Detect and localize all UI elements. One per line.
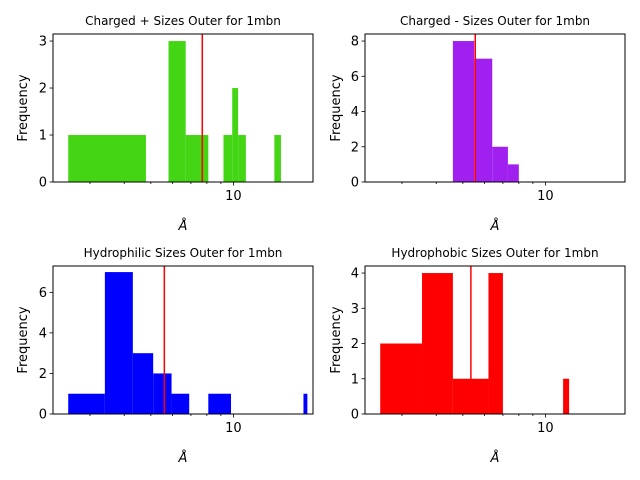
histogram-bar xyxy=(274,135,281,182)
y-axis-label: Frequency xyxy=(16,306,31,373)
axes-frame xyxy=(364,265,626,415)
x-axis-label: Å xyxy=(490,218,500,234)
histogram-bar xyxy=(68,393,105,414)
bars xyxy=(68,272,308,414)
histogram-bar xyxy=(185,135,209,182)
y-ticks: 0 1 2 3 4 xyxy=(351,267,365,423)
x-tick-label: 10 xyxy=(225,189,242,204)
y-tick-label: 4 xyxy=(351,105,359,120)
y-tick-label: 1 xyxy=(351,372,359,387)
chart-title: Hydrophilic Sizes Outer for 1mbn xyxy=(84,246,283,260)
y-tick-label: 0 xyxy=(39,176,47,191)
chart-title: Charged + Sizes Outer for 1mbn xyxy=(85,14,281,28)
axes-frame xyxy=(52,265,314,415)
x-tick-label: 10 xyxy=(225,421,242,436)
x-ticks: 10 xyxy=(225,182,242,204)
histogram-bar xyxy=(171,393,190,414)
chart-title: Charged - Sizes Outer for 1mbn xyxy=(400,14,590,28)
histogram-bar xyxy=(153,373,172,414)
histogram-bar xyxy=(168,41,186,182)
y-tick-label: 2 xyxy=(351,140,359,155)
subplot-hydrophilic: Hydrophilic Sizes Outer for 1mbn 0 2 4 6 10… xyxy=(16,246,314,466)
histogram-bar xyxy=(232,88,239,182)
histogram-bar xyxy=(474,58,493,182)
histogram-bar xyxy=(238,135,246,182)
y-tick-label: 8 xyxy=(351,35,359,50)
histogram-bar xyxy=(488,273,503,414)
x-tick-label: 10 xyxy=(537,421,554,436)
x-axis-label: Å xyxy=(490,450,500,466)
y-tick-label: 6 xyxy=(39,286,47,301)
histogram-bar xyxy=(422,273,453,414)
histogram-bar xyxy=(303,393,308,414)
histogram-bar xyxy=(68,135,146,182)
axes-frame xyxy=(364,33,626,183)
x-tick-label: 10 xyxy=(537,189,554,204)
subplot-charged-positive: Charged + Sizes Outer for 1mbn 0 1 2 3 10 Å… xyxy=(16,14,314,234)
x-ticks: 10 xyxy=(537,414,554,436)
chart-title: Hydrophobic Sizes Outer for 1mbn xyxy=(391,246,598,260)
y-tick-label: 3 xyxy=(351,302,359,317)
bars xyxy=(68,41,281,182)
histogram-bar xyxy=(452,41,475,182)
y-tick-label: 0 xyxy=(351,408,359,423)
y-tick-label: 2 xyxy=(39,82,47,97)
y-tick-label: 2 xyxy=(351,337,359,352)
histogram-bar xyxy=(223,135,233,182)
axes-frame xyxy=(52,33,314,183)
y-axis-label: Frequency xyxy=(329,74,344,141)
bars xyxy=(452,41,519,182)
x-ticks: 10 xyxy=(225,414,242,436)
y-tick-label: 2 xyxy=(39,367,47,382)
y-tick-label: 6 xyxy=(351,70,359,85)
x-axis-label: Å xyxy=(178,218,188,234)
subplot-hydrophobic: Hydrophobic Sizes Outer for 1mbn 0 1 2 3 4 1… xyxy=(329,246,626,466)
y-tick-label: 0 xyxy=(39,408,47,423)
bars xyxy=(380,273,570,414)
histogram-bar xyxy=(208,393,232,414)
y-tick-label: 1 xyxy=(39,129,47,144)
histogram-bar xyxy=(492,146,508,182)
y-tick-label: 0 xyxy=(351,176,359,191)
y-axis-label: Frequency xyxy=(16,74,31,141)
y-tick-label: 4 xyxy=(351,267,359,282)
y-ticks: 0 1 2 3 xyxy=(39,35,53,191)
histogram-bar xyxy=(563,378,570,414)
histogram-bar xyxy=(104,272,133,414)
y-ticks: 0 2 4 6 8 xyxy=(351,35,365,191)
histogram-bar xyxy=(380,343,423,414)
histogram-bar xyxy=(507,164,519,182)
y-tick-label: 4 xyxy=(39,326,47,341)
x-ticks: 10 xyxy=(537,182,554,204)
histogram-bar xyxy=(132,353,154,414)
y-tick-label: 3 xyxy=(39,35,47,50)
x-axis-label: Å xyxy=(178,450,188,466)
y-axis-label: Frequency xyxy=(329,306,344,373)
y-ticks: 0 2 4 6 xyxy=(39,286,53,423)
